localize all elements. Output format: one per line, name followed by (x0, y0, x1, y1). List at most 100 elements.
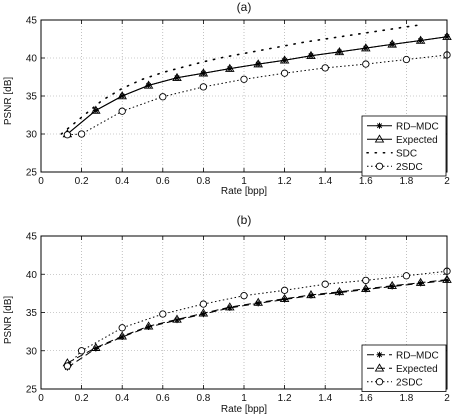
y-tick-label: 30 (26, 346, 38, 357)
panel-b: (b) Rate [bpp] PSNR [dB] 0 0.2 0.4 0.6 0.8 1 1… (3, 213, 452, 415)
data-point (198, 68, 209, 77)
y-tick-label: 25 (26, 168, 38, 179)
panel-a-frame (40, 19, 448, 173)
x-tick-label: 1.4 (318, 176, 332, 187)
panel-a: (a) Rate [bpp] PSNR [dB] 0 0.2 0.4 0.6 0.8 1 1… (3, 0, 452, 197)
x-tick-label: 1 (241, 393, 247, 404)
x-tick-label: 0.2 (75, 176, 89, 187)
panel-b-frame (40, 235, 448, 390)
legend-label: RD–MDC (396, 350, 439, 361)
x-tick-label: 0 (38, 393, 44, 404)
x-tick-label: 1.6 (359, 393, 373, 404)
data-point (306, 50, 316, 59)
legend-marker (374, 363, 385, 372)
data-point (159, 93, 167, 101)
data-point (119, 333, 126, 340)
data-point (279, 293, 290, 302)
legend-marker (376, 122, 383, 129)
legend-label: SDC (396, 148, 417, 159)
x-tick-label: 1.8 (399, 393, 413, 404)
x-tick-label: 0.6 (156, 393, 170, 404)
data-point (253, 297, 263, 306)
legend-label: Expected (396, 135, 438, 146)
panel-b-ylabel: PSNR [dB] (3, 296, 14, 345)
y-tick-label: 45 (26, 232, 38, 243)
data-point (91, 342, 101, 351)
panel-b-xlabel: Rate [bpp] (221, 404, 267, 415)
data-point (253, 59, 263, 68)
data-point (389, 283, 396, 290)
legend-label: 2SDC (396, 162, 423, 173)
data-point (225, 63, 235, 72)
legend-marker (374, 134, 385, 143)
data-point (174, 317, 181, 324)
series-1 (62, 274, 452, 367)
panel-a-ylabel: PSNR [dB] (3, 77, 14, 126)
legend-marker (375, 378, 384, 386)
series-line (67, 36, 448, 135)
data-point (226, 304, 233, 311)
data-point (143, 80, 154, 89)
data-point (240, 292, 248, 300)
series-line (67, 279, 448, 364)
series-3 (63, 51, 451, 139)
data-point (387, 280, 397, 289)
data-point (402, 272, 411, 280)
data-point (225, 302, 235, 311)
data-point (361, 43, 371, 52)
data-point (321, 280, 329, 288)
y-tick-label: 45 (26, 16, 38, 27)
y-tick-label: 40 (26, 54, 38, 65)
legend-label: RD–MDC (396, 121, 439, 132)
x-tick-label: 0.6 (156, 176, 170, 187)
x-tick-label: 0 (38, 176, 44, 187)
data-point (200, 311, 207, 318)
series-1 (62, 31, 452, 138)
y-tick-label: 25 (26, 385, 38, 396)
panel-b-legend: RD–MDC Expected 2SDC (361, 344, 447, 392)
data-point (159, 310, 167, 318)
data-point (199, 83, 208, 91)
data-point (334, 47, 345, 56)
data-point (77, 130, 86, 138)
data-point (91, 105, 101, 114)
data-point (362, 276, 370, 285)
data-point (198, 308, 209, 317)
x-tick-label: 2 (444, 393, 450, 404)
y-tick-label: 35 (26, 92, 38, 103)
data-point (172, 314, 182, 323)
data-point (281, 296, 288, 303)
data-point (387, 39, 397, 48)
x-tick-label: 1 (241, 176, 247, 187)
data-point (280, 286, 289, 294)
data-point (199, 300, 208, 308)
x-tick-label: 2 (444, 176, 450, 187)
x-tick-label: 1.8 (399, 176, 413, 187)
data-point (279, 55, 290, 64)
panel-b-series (62, 267, 452, 371)
data-point (415, 277, 426, 286)
x-tick-label: 0.4 (115, 393, 129, 404)
data-point (255, 300, 262, 307)
data-point (63, 362, 72, 370)
data-point (336, 289, 343, 296)
data-point (145, 324, 152, 331)
legend-label: 2SDC (396, 377, 423, 388)
y-tick-label: 30 (26, 130, 38, 141)
legend-marker (375, 162, 384, 170)
series-2 (63, 267, 451, 370)
data-point (240, 75, 248, 83)
data-point (306, 290, 316, 299)
y-tick-label: 35 (26, 308, 38, 319)
data-point (172, 72, 182, 82)
legend-box (361, 344, 447, 392)
data-point (77, 347, 86, 355)
data-point (143, 321, 154, 330)
x-tick-label: 1.4 (318, 393, 332, 404)
data-point (361, 283, 371, 293)
data-point (118, 107, 126, 115)
data-point (415, 35, 426, 44)
data-point (63, 131, 72, 139)
x-tick-label: 0.2 (75, 393, 89, 404)
y-tick-label: 40 (26, 270, 38, 281)
